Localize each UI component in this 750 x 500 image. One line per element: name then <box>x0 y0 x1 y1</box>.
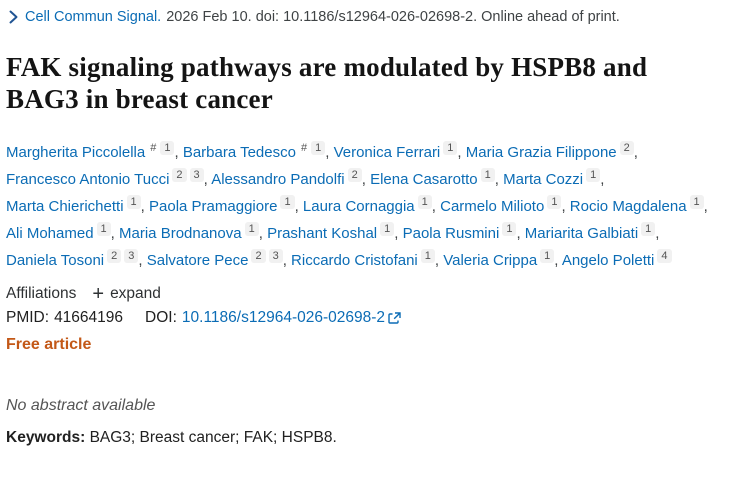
doi-label: DOI: <box>145 309 177 327</box>
expand-label: expand <box>110 285 161 303</box>
author-link[interactable]: Ali Mohamed <box>6 225 94 243</box>
equal-contrib-marker: # <box>150 142 157 155</box>
affiliation-superscript: 1 <box>502 222 517 237</box>
affiliations-row: Affiliations + expand <box>6 283 742 306</box>
affiliation-superscript: 1 <box>586 168 601 183</box>
author-link[interactable]: Barbara Tedesco <box>182 144 296 162</box>
author: Daniela Tosoni 2 3 <box>6 249 139 270</box>
author: Laura Cornaggia 1 <box>302 195 432 216</box>
article-page: Cell Commun Signal. 2026 Feb 10. doi: 10… <box>6 7 742 447</box>
journal-citation-line: Cell Commun Signal. 2026 Feb 10. doi: 10… <box>6 7 742 27</box>
affiliations-label: Affiliations <box>6 285 77 303</box>
affiliation-superscript: 1 <box>417 195 432 210</box>
author-link[interactable]: Rocio Magdalena <box>569 198 687 216</box>
author: Elena Casarotto 1 <box>370 168 495 189</box>
doi-link[interactable]: 10.1186/s12964-026-02698-2 <box>182 309 401 327</box>
author-link[interactable]: Marta Cozzi <box>503 171 584 189</box>
citation-text: 2026 Feb 10. doi: 10.1186/s12964-026-026… <box>166 9 620 25</box>
author-link[interactable]: Valeria Crippa <box>443 252 538 270</box>
author-link[interactable]: Alessandro Pandolfi <box>211 171 345 189</box>
affiliation-superscript: 1 <box>160 141 175 156</box>
author-link[interactable]: Riccardo Cristofani <box>291 252 418 270</box>
affiliations-expand-button[interactable]: + expand <box>92 283 161 306</box>
author-link[interactable]: Mariarita Galbiati <box>524 225 639 243</box>
affiliation-superscript: 1 <box>380 222 395 237</box>
author: Ali Mohamed 1 <box>6 222 111 243</box>
affiliation-superscript: 4 <box>657 249 672 264</box>
author: Barbara Tedesco #1 <box>182 141 326 162</box>
doi-value: 10.1186/s12964-026-02698-2 <box>181 309 386 327</box>
author-link[interactable]: Daniela Tosoni <box>6 252 105 270</box>
author-link[interactable]: Veronica Ferrari <box>333 144 441 162</box>
author-link[interactable]: Salvatore Pece <box>146 252 249 270</box>
author: Maria Grazia Filippone 2 <box>465 141 634 162</box>
author: Carmelo Milioto 1 <box>440 195 562 216</box>
author-link[interactable]: Paola Pramaggiore <box>149 198 278 216</box>
author: Valeria Crippa 1 <box>443 249 555 270</box>
author: Margherita Piccolella #1 <box>6 141 175 162</box>
author: Angelo Poletti 4 <box>561 249 672 270</box>
affiliation-superscript: 1 <box>547 195 562 210</box>
affiliation-superscript: 1 <box>689 195 704 210</box>
author: Marta Cozzi 1 <box>503 168 601 189</box>
affiliation-superscript: 3 <box>124 249 139 264</box>
affiliation-superscript: 2 <box>619 141 634 156</box>
no-abstract-text: No abstract available <box>6 397 156 415</box>
author: Francesco Antonio Tucci 2 3 <box>6 168 204 189</box>
author: Prashant Koshal 1 <box>267 222 395 243</box>
journal-link[interactable]: Cell Commun Signal. <box>25 9 162 25</box>
affiliation-superscript: 1 <box>126 195 141 210</box>
author: Alessandro Pandolfi 2 <box>211 168 362 189</box>
author: Veronica Ferrari 1 <box>333 141 458 162</box>
keywords-label: Keywords: <box>6 429 86 447</box>
affiliation-superscript: 1 <box>641 222 656 237</box>
author: Paola Pramaggiore 1 <box>149 195 295 216</box>
author: Riccardo Cristofani 1 <box>291 249 435 270</box>
pmid-value: 41664196 <box>54 309 124 327</box>
affiliation-superscript: 2 <box>172 168 187 183</box>
affiliation-superscript: 1 <box>280 195 295 210</box>
free-article-badge: Free article <box>6 336 92 354</box>
affiliation-superscript: 1 <box>244 222 259 237</box>
affiliation-superscript: 2 <box>347 168 362 183</box>
author-link[interactable]: Laura Cornaggia <box>302 198 415 216</box>
chevron-right-icon[interactable] <box>8 10 19 24</box>
author: Maria Brodnanova 1 <box>119 222 259 243</box>
author: Salvatore Pece 2 3 <box>146 249 283 270</box>
author-link[interactable]: Paola Rusmini <box>402 225 500 243</box>
author-link[interactable]: Carmelo Milioto <box>440 198 545 216</box>
author-link[interactable]: Marta Chierichetti <box>6 198 124 216</box>
author-link[interactable]: Maria Grazia Filippone <box>465 144 617 162</box>
author-list: Margherita Piccolella #1, Barbara Tedesco… <box>6 141 708 270</box>
author-link[interactable]: Francesco Antonio Tucci <box>6 171 170 189</box>
affiliation-superscript: 1 <box>443 141 458 156</box>
affiliation-superscript: 2 <box>251 249 266 264</box>
identifiers-row: PMID: 41664196 DOI: 10.1186/s12964-026-0… <box>6 309 742 327</box>
affiliation-superscript: 2 <box>107 249 122 264</box>
author-link[interactable]: Margherita Piccolella <box>6 144 146 162</box>
author: Paola Rusmini 1 <box>402 222 517 243</box>
affiliation-superscript: 1 <box>311 141 326 156</box>
plus-icon: + <box>92 283 105 306</box>
author-link[interactable]: Angelo Poletti <box>561 252 655 270</box>
author: Marta Chierichetti 1 <box>6 195 141 216</box>
author-link[interactable]: Elena Casarotto <box>370 171 478 189</box>
author: Mariarita Galbiati 1 <box>524 222 656 243</box>
doi-group: DOI: 10.1186/s12964-026-02698-2 <box>145 309 401 327</box>
equal-contrib-marker: # <box>300 142 308 155</box>
author: Rocio Magdalena 1 <box>569 195 704 216</box>
external-link-icon <box>388 312 401 325</box>
pmid-label: PMID: <box>6 309 50 327</box>
keywords-line: Keywords: BAG3; Breast cancer; FAK; HSPB… <box>6 429 742 447</box>
affiliation-superscript: 1 <box>480 168 495 183</box>
affiliation-superscript: 1 <box>540 249 555 264</box>
affiliation-superscript: 3 <box>189 168 204 183</box>
author-link[interactable]: Maria Brodnanova <box>119 225 242 243</box>
article-title: FAK signaling pathways are modulated by … <box>6 52 648 115</box>
keywords-value: BAG3; Breast cancer; FAK; HSPB8. <box>89 429 337 447</box>
affiliation-superscript: 1 <box>420 249 435 264</box>
author-link[interactable]: Prashant Koshal <box>267 225 378 243</box>
affiliation-superscript: 1 <box>96 222 111 237</box>
affiliation-superscript: 3 <box>268 249 283 264</box>
